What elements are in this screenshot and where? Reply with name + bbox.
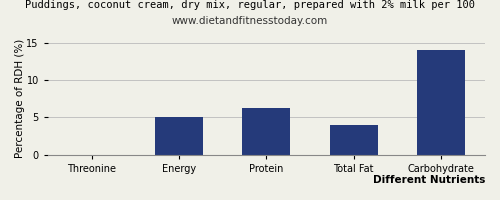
Text: Puddings, coconut cream, dry mix, regular, prepared with 2% milk per 100: Puddings, coconut cream, dry mix, regula… <box>25 0 475 10</box>
X-axis label: Different Nutrients: Different Nutrients <box>372 175 485 185</box>
Bar <box>330 125 378 155</box>
Bar <box>242 108 290 155</box>
Bar <box>155 117 203 155</box>
Bar <box>417 50 465 155</box>
Y-axis label: Percentage of RDH (%): Percentage of RDH (%) <box>15 39 25 158</box>
Text: www.dietandfitnesstoday.com: www.dietandfitnesstoday.com <box>172 16 328 26</box>
